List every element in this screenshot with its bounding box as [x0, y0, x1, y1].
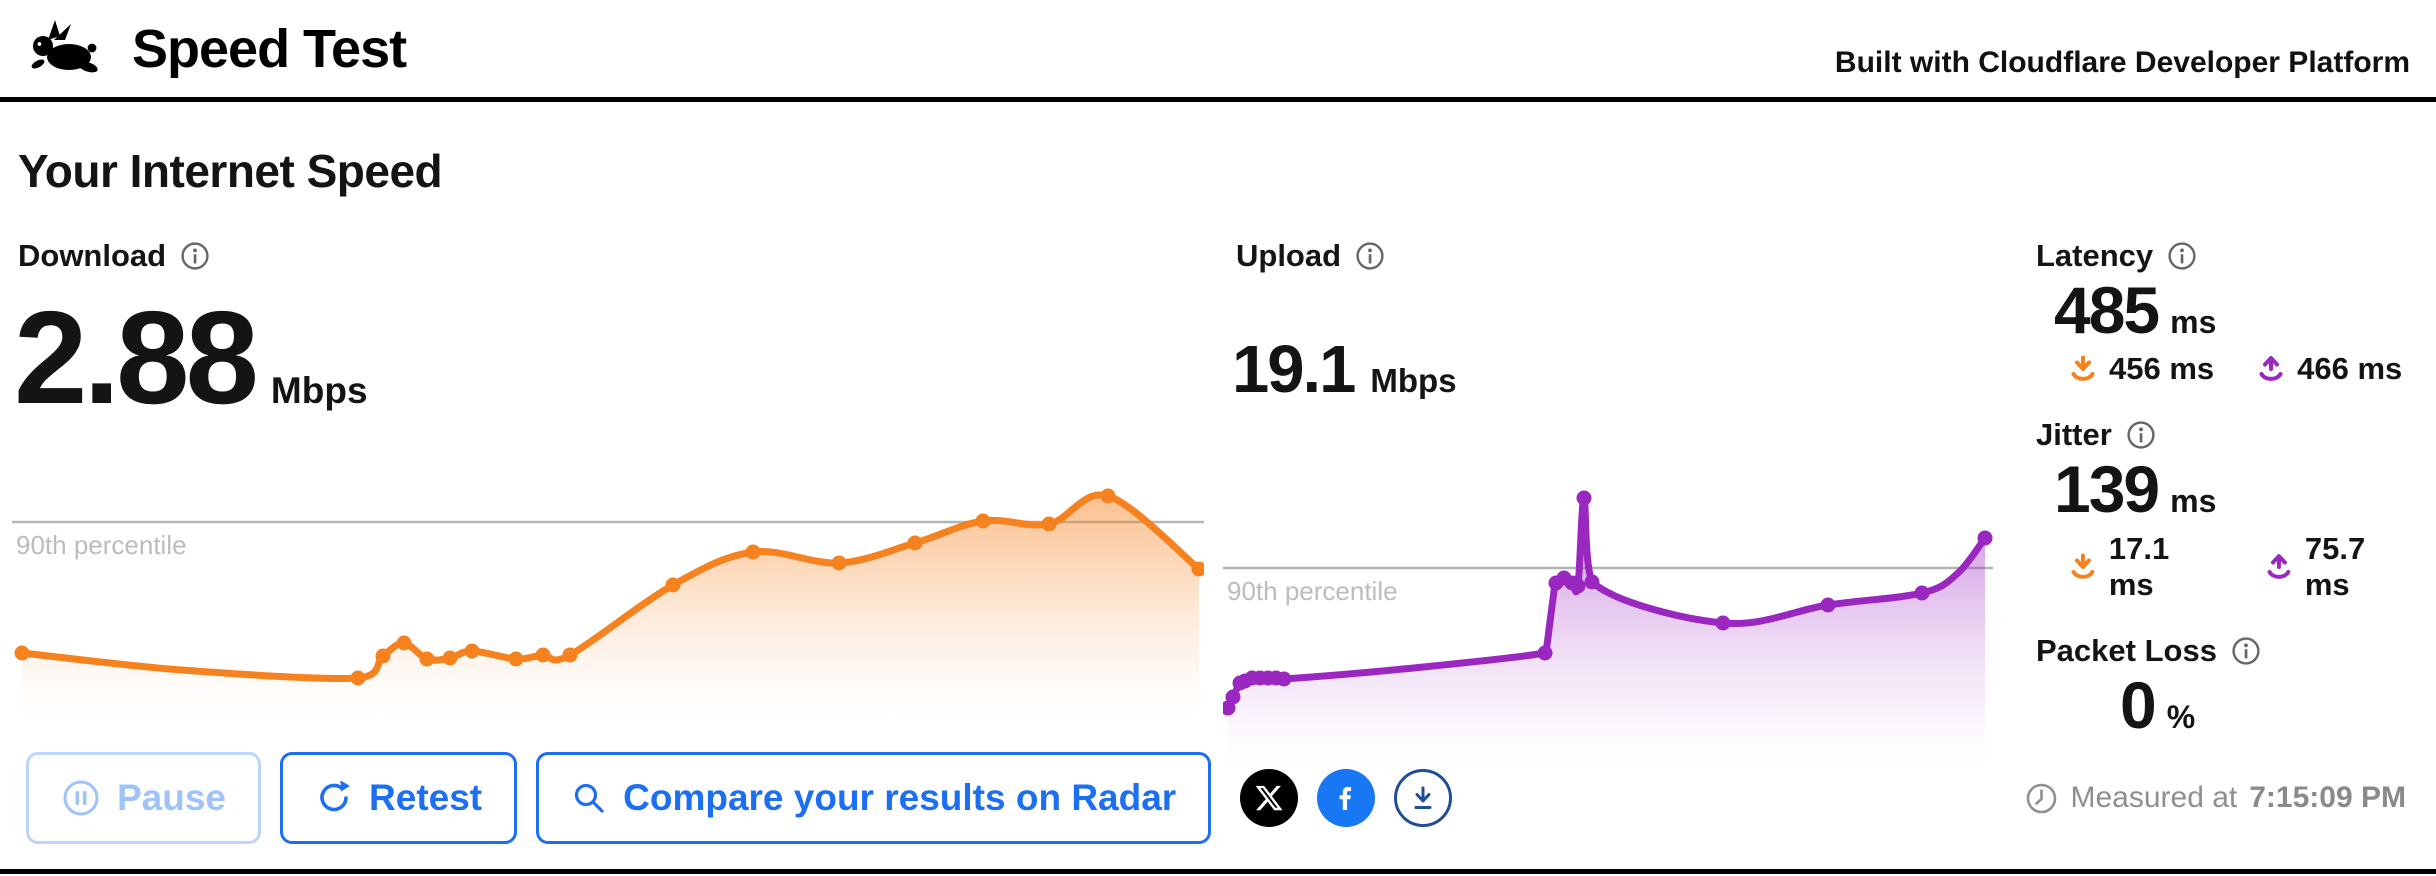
- header: Speed Test Built with Cloudflare Develop…: [0, 0, 2436, 102]
- x-logo-icon: [1255, 785, 1283, 811]
- retest-label: Retest: [369, 777, 483, 818]
- upload-label: Upload: [1236, 238, 1342, 273]
- download-value: 2.88: [14, 284, 259, 431]
- jitter-download-value: 17.1 ms: [2108, 530, 2170, 602]
- pause-button[interactable]: Pause: [26, 752, 262, 844]
- upload-value: 19.1: [1232, 332, 1356, 407]
- info-icon[interactable]: [2126, 420, 2156, 450]
- compare-radar-button[interactable]: Compare your results on Radar: [536, 752, 1212, 844]
- latency-upload-value: 466 ms: [2297, 351, 2403, 387]
- jitter-download-pair: 17.1 ms: [2068, 531, 2222, 603]
- packet-loss-value-group: 0 %: [2036, 667, 2418, 742]
- jitter-label: Jitter: [2036, 417, 2112, 453]
- download-results-button[interactable]: [1394, 769, 1453, 827]
- latency-upload-pair: 466 ms: [2256, 351, 2402, 387]
- jitter-upload-pair: 75.7 ms: [2264, 531, 2418, 603]
- app-title: Speed Test: [132, 18, 407, 79]
- measured-at: Measured at 7:15:09 PM: [2025, 768, 2406, 828]
- download-unit: Mbps: [270, 370, 368, 411]
- upload-value-group: 19.1 Mbps: [1232, 336, 1457, 403]
- arrow-up-tray-icon: [2267, 553, 2291, 579]
- upload-section-label: Upload: [1236, 238, 1385, 274]
- jitter-label-row: Jitter: [2036, 417, 2418, 453]
- refresh-icon: [320, 780, 351, 812]
- latency-label: Latency: [2036, 238, 2154, 273]
- info-icon[interactable]: [180, 241, 210, 271]
- download-value-group: 2.88 Mbps: [14, 292, 368, 424]
- compare-radar-label: Compare your results on Radar: [623, 777, 1177, 818]
- metrics-column: Latency 485 ms 456 ms: [2036, 238, 2418, 740]
- latency-label-row: Latency: [2036, 238, 2418, 274]
- arrow-down-tray-icon: [2071, 553, 2095, 579]
- share-x-button[interactable]: [1240, 769, 1299, 827]
- clock-icon: [2027, 783, 2057, 813]
- upload-unit: Mbps: [1370, 362, 1457, 399]
- pause-label: Pause: [117, 777, 227, 818]
- download-chart: 90th percentile: [12, 478, 1207, 723]
- jitter-value-group: 139 ms: [2036, 452, 2418, 527]
- bottom-divider: [0, 869, 2436, 874]
- latency-value: 485: [2054, 273, 2160, 347]
- latency-breakdown: 456 ms 466 ms: [2036, 351, 2418, 387]
- info-icon[interactable]: [1355, 241, 1385, 271]
- measured-time: 7:15:09 PM: [2249, 781, 2406, 814]
- rabbit-logo-icon: [31, 19, 98, 72]
- jitter-unit: ms: [2170, 483, 2217, 520]
- info-icon[interactable]: [2167, 241, 2197, 271]
- measured-prefix: Measured at: [2070, 781, 2238, 814]
- info-icon[interactable]: [2231, 636, 2261, 666]
- packet-loss-label-row: Packet Loss: [2036, 633, 2418, 669]
- retest-button[interactable]: Retest: [280, 752, 518, 844]
- latency-unit: ms: [2170, 304, 2217, 340]
- toolbar: Pause Retest Compare your results on Rad…: [26, 752, 1453, 844]
- search-icon: [575, 783, 604, 813]
- facebook-logo-icon: [1339, 786, 1352, 810]
- arrow-down-tray-icon: [2071, 355, 2095, 382]
- download-arrow-icon: [1414, 786, 1432, 809]
- packet-loss-unit: %: [2166, 698, 2196, 735]
- share-facebook-button[interactable]: [1317, 769, 1376, 827]
- packet-loss-label: Packet Loss: [2036, 632, 2217, 668]
- packet-loss-value: 0: [2120, 667, 2157, 742]
- latency-download-pair: 456 ms: [2068, 351, 2214, 387]
- latency-download-value: 456 ms: [2109, 351, 2215, 387]
- latency-value-group: 485 ms: [2036, 273, 2418, 347]
- jitter-value: 139: [2054, 452, 2160, 527]
- header-tagline: Built with Cloudflare Developer Platform: [1834, 45, 2410, 79]
- download-label: Download: [18, 238, 167, 273]
- page-title: Your Internet Speed: [18, 145, 443, 197]
- pause-icon: [63, 780, 99, 816]
- svg-text:90th percentile: 90th percentile: [1227, 576, 1398, 606]
- jitter-upload-value: 75.7 ms: [2304, 530, 2366, 602]
- upload-chart: 90th percentile: [1220, 455, 1993, 775]
- svg-text:90th percentile: 90th percentile: [16, 530, 187, 560]
- brand: Speed Test: [26, 18, 407, 80]
- arrow-up-tray-icon: [2259, 356, 2283, 382]
- download-section-label: Download: [18, 238, 210, 274]
- jitter-breakdown: 17.1 ms 75.7 ms: [2036, 531, 2418, 603]
